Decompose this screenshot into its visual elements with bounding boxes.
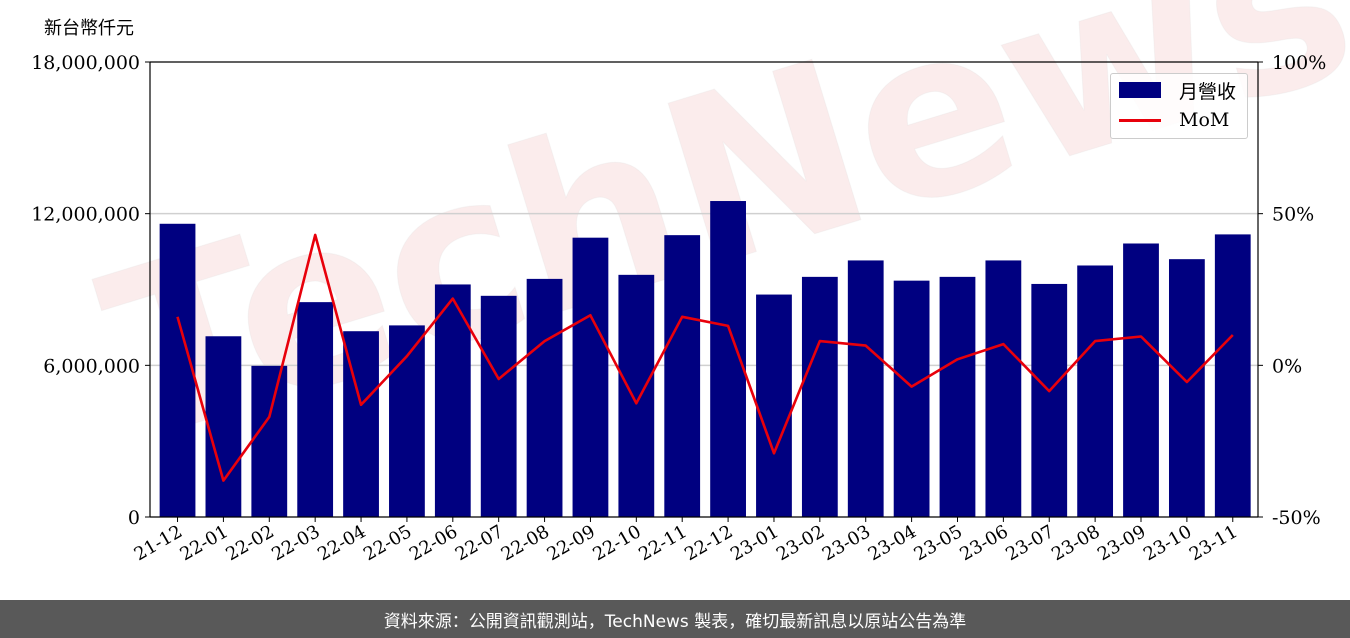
- bar-23-07: [1031, 283, 1068, 517]
- x-tick-label: 23-06: [956, 521, 1011, 565]
- x-tick-label: 23-02: [773, 521, 828, 565]
- x-tick-label: 22-02: [222, 521, 277, 565]
- bar-23-11: [1214, 234, 1251, 517]
- x-tick-label: 23-05: [911, 521, 966, 565]
- bar-22-10: [618, 274, 655, 517]
- bar-22-08: [526, 278, 563, 517]
- bar-22-02: [251, 365, 288, 517]
- line-series: [176, 233, 1234, 482]
- x-tick-label: 22-05: [360, 521, 415, 565]
- y-left-tick-label: 0: [128, 507, 140, 529]
- y-left-tick-label: 12,000,000: [31, 204, 140, 226]
- x-tick-label: 23-07: [1002, 521, 1057, 565]
- axes: [145, 61, 1263, 522]
- x-tick-label: 22-07: [452, 521, 507, 565]
- bar-series: [159, 201, 1251, 518]
- bar-23-09: [1123, 243, 1159, 517]
- legend-item-mom: MoM: [1119, 106, 1229, 134]
- y-axis-unit-label: 新台幣仟元: [44, 18, 134, 39]
- x-tick-label: 22-10: [589, 521, 644, 565]
- bar-23-10: [1168, 259, 1205, 517]
- legend: 月營收 MoM: [1110, 73, 1248, 139]
- x-tick-label: 23-11: [1186, 521, 1241, 565]
- y-right-tick-label: 50%: [1272, 204, 1314, 226]
- bar-23-03: [847, 260, 884, 517]
- legend-swatch-revenue: [1119, 82, 1161, 98]
- bar-22-06: [434, 284, 471, 517]
- bar-22-09: [572, 237, 609, 518]
- legend-label-mom: MoM: [1179, 109, 1230, 131]
- bar-22-07: [480, 295, 517, 517]
- legend-item-revenue: 月營收: [1119, 76, 1236, 104]
- x-tick-label: 22-08: [498, 521, 553, 565]
- bar-23-01: [756, 294, 792, 517]
- x-tick-label: 22-09: [544, 521, 599, 565]
- x-tick-label: 22-12: [681, 521, 736, 565]
- bar-23-05: [939, 276, 976, 517]
- bar-23-02: [801, 276, 838, 517]
- x-tick-label: 22-06: [406, 521, 461, 565]
- x-tick-label: 22-04: [314, 521, 369, 565]
- x-tick-label: 23-03: [819, 521, 874, 565]
- y-left-tick-label: 18,000,000: [31, 52, 140, 74]
- x-tick-label: 23-10: [1140, 521, 1195, 565]
- mom-line: [176, 233, 1234, 482]
- x-tick-label: 22-11: [635, 521, 690, 565]
- y-right-tick-label: -50%: [1272, 507, 1321, 529]
- bar-22-11: [664, 235, 701, 517]
- x-tick-label: 23-04: [865, 521, 920, 565]
- bar-23-04: [893, 280, 930, 517]
- y-right-tick-label: 100%: [1272, 52, 1326, 74]
- y-right-tick-label: 0%: [1272, 355, 1302, 377]
- y-left-tick-label: 6,000,000: [43, 355, 140, 377]
- bar-22-01: [205, 336, 242, 517]
- x-tick-label: 23-01: [727, 521, 782, 565]
- legend-swatch-mom: [1119, 118, 1161, 122]
- bar-21-12: [159, 223, 196, 517]
- bar-23-08: [1077, 265, 1114, 517]
- x-tick-label: 23-08: [1048, 521, 1103, 565]
- bar-22-03: [297, 302, 334, 517]
- x-tick-label: 23-09: [1094, 521, 1149, 565]
- source-footer: 資料來源：公開資訊觀測站，TechNews 製表，確切最新訊息以原站公告為準: [0, 600, 1350, 638]
- x-tick-label: 22-03: [268, 521, 323, 565]
- legend-label-revenue: 月營收: [1179, 80, 1237, 103]
- bar-23-06: [985, 260, 1022, 517]
- x-tick-label: 22-01: [176, 521, 231, 565]
